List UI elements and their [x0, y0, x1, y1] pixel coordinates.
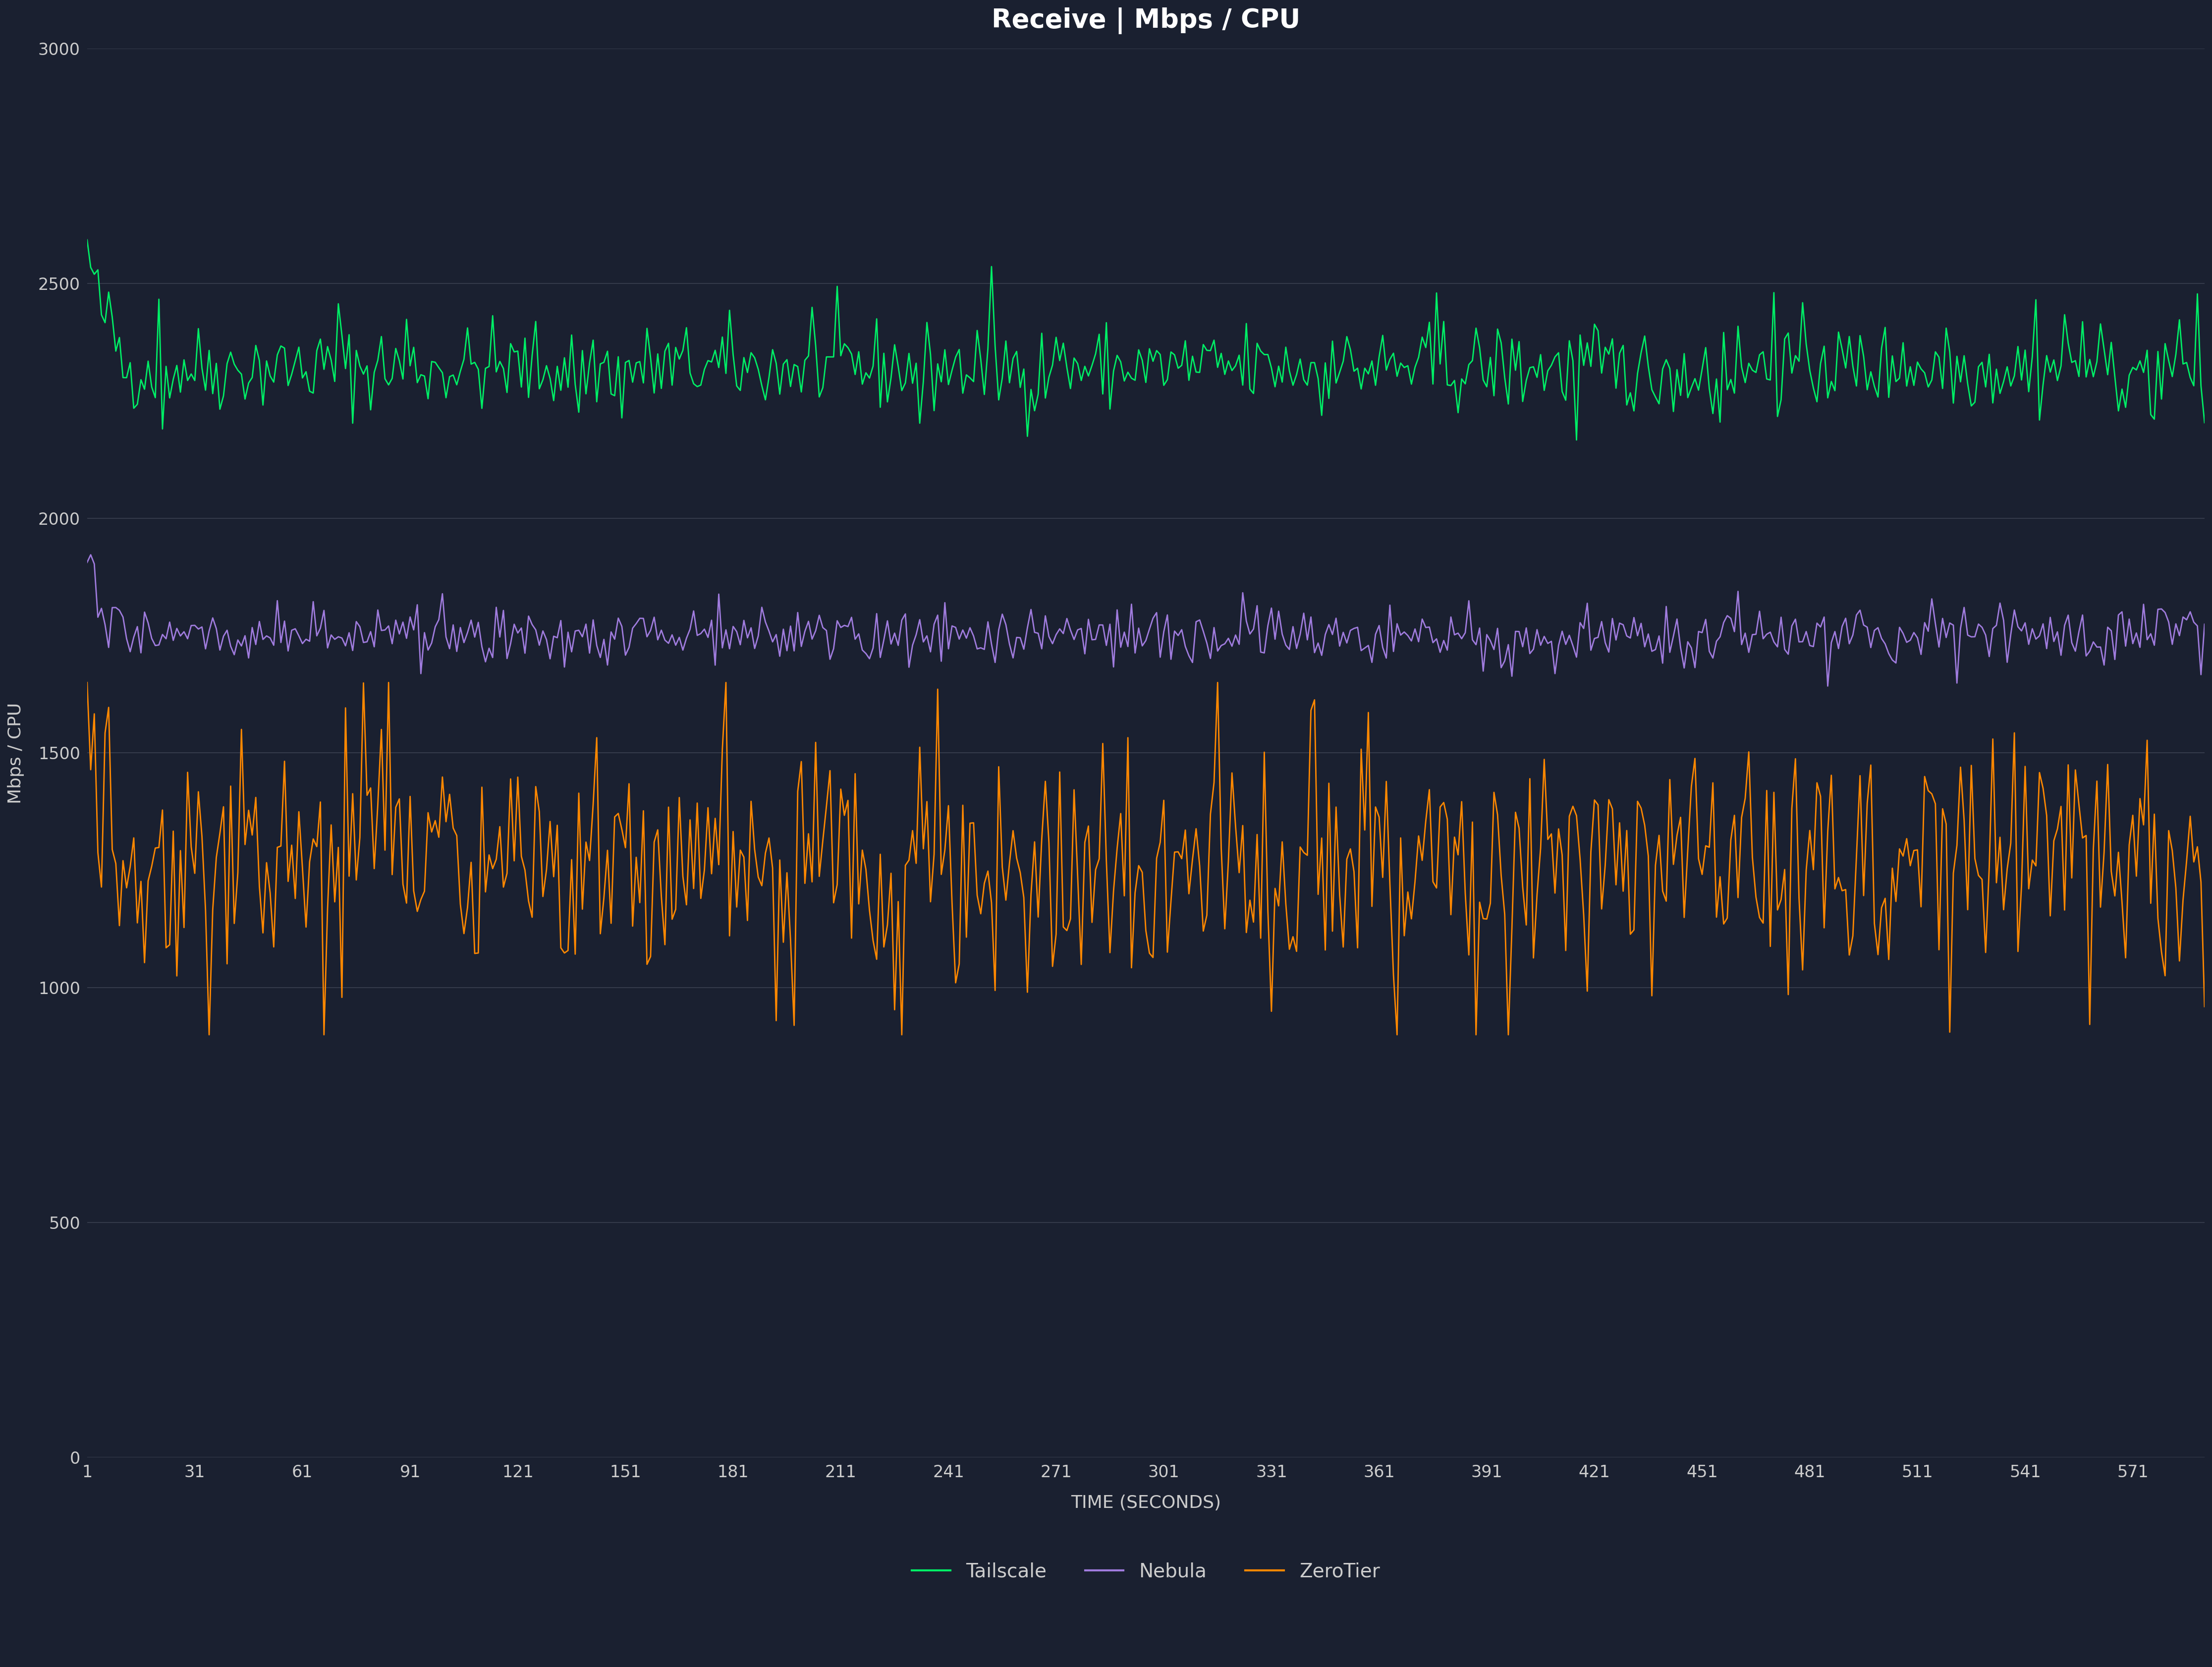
Nebula: [493, 648, 520, 668]
Nebula: [549, 610, 575, 630]
Tailscale: [73, 230, 100, 250]
Line: Tailscale: Tailscale: [86, 240, 2205, 440]
Tailscale: [2192, 413, 2212, 433]
Line: Nebula: Nebula: [86, 555, 2205, 687]
ZeroTier: [73, 672, 100, 692]
ZeroTier: [197, 1025, 223, 1045]
ZeroTier: [2095, 755, 2121, 775]
ZeroTier: [1940, 864, 1966, 884]
Title: Receive | Mbps / CPU: Receive | Mbps / CPU: [991, 7, 1301, 35]
Nebula: [2192, 613, 2212, 633]
Nebula: [1708, 627, 1734, 647]
ZeroTier: [1708, 867, 1734, 887]
Tailscale: [1462, 318, 1489, 338]
ZeroTier: [549, 939, 575, 959]
ZeroTier: [493, 864, 520, 884]
Nebula: [1467, 618, 1493, 638]
X-axis label: TIME (SECONDS): TIME (SECONDS): [1071, 1495, 1221, 1512]
Tailscale: [2095, 365, 2121, 385]
ZeroTier: [2192, 997, 2212, 1017]
ZeroTier: [1467, 892, 1493, 912]
Y-axis label: Mbps / CPU: Mbps / CPU: [7, 702, 24, 803]
Tailscale: [1564, 430, 1590, 450]
Nebula: [73, 552, 100, 572]
Tailscale: [544, 357, 571, 377]
Line: ZeroTier: ZeroTier: [86, 682, 2205, 1035]
Tailscale: [491, 358, 518, 378]
Tailscale: [1940, 393, 1966, 413]
Nebula: [77, 545, 104, 565]
Legend: Tailscale, Nebula, ZeroTier: Tailscale, Nebula, ZeroTier: [905, 1555, 1387, 1589]
Tailscale: [1708, 412, 1734, 432]
Nebula: [2097, 620, 2124, 640]
Nebula: [1944, 673, 1971, 693]
Nebula: [1814, 677, 1840, 697]
